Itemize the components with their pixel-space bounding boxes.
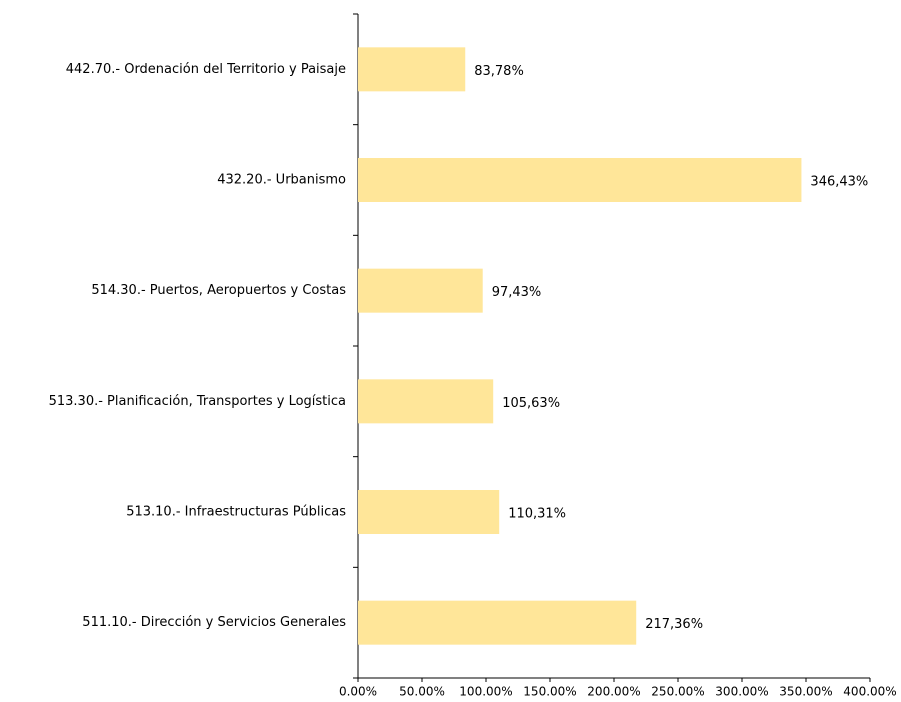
value-label: 97,43% (492, 285, 542, 300)
x-tick-label: 50.00% (399, 685, 445, 699)
bar (358, 268, 483, 313)
x-tick-label: 100.00% (459, 685, 512, 699)
category-label: 513.30.- Planificación, Transportes y Lo… (49, 394, 346, 409)
x-tick-label: 0.00% (339, 685, 377, 699)
category-label: 511.10.- Dirección y Servicios Generales (82, 615, 346, 630)
bar (358, 600, 637, 645)
x-tick-label: 350.00% (779, 685, 832, 699)
bar (358, 158, 802, 202)
value-label: 110,31% (508, 507, 566, 522)
x-tick-label: 400.00% (843, 685, 896, 699)
x-tick-label: 150.00% (523, 685, 576, 699)
bar (358, 379, 494, 424)
x-tick-label: 200.00% (587, 685, 640, 699)
value-label: 83,78% (474, 64, 524, 79)
category-label: 514.30.- Puertos, Aeropuertos y Costas (91, 283, 346, 298)
value-label: 346,43% (810, 175, 868, 190)
bar (358, 47, 466, 92)
category-label: 442.70.- Ordenación del Territorio y Pai… (66, 62, 346, 77)
bar (358, 490, 500, 534)
x-tick-label: 300.00% (715, 685, 768, 699)
value-label: 105,63% (502, 396, 560, 411)
category-label: 432.20.- Urbanismo (217, 173, 346, 188)
category-label: 513.10.- Infraestructuras Públicas (126, 505, 346, 520)
value-label: 217,36% (645, 617, 703, 632)
x-tick-label: 250.00% (651, 685, 704, 699)
